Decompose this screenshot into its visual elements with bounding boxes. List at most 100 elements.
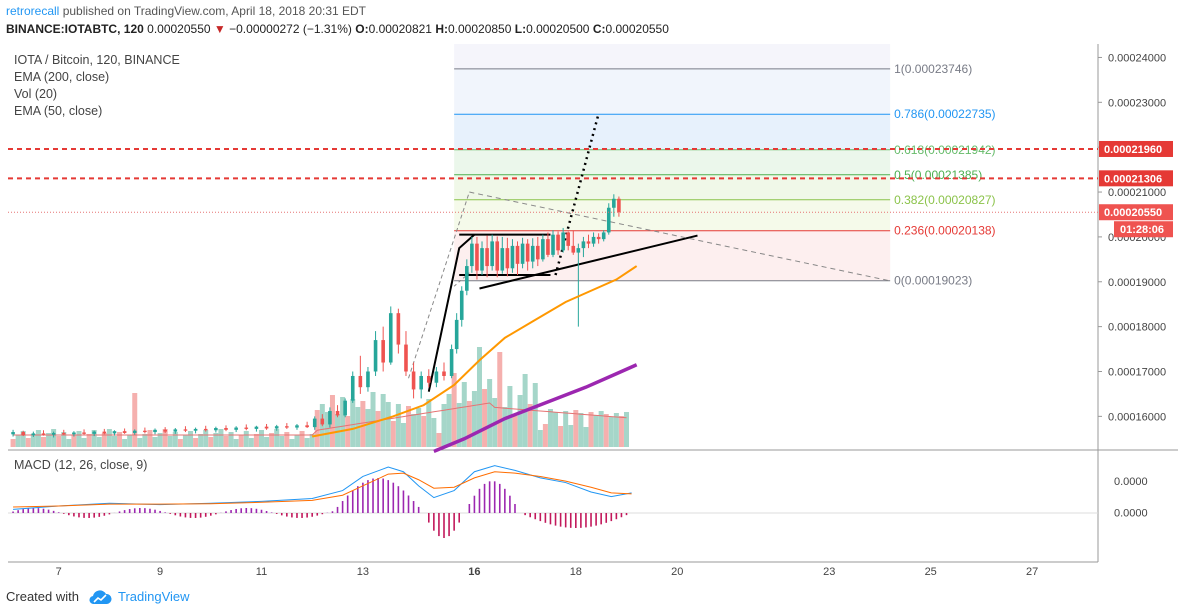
candle-body (505, 248, 510, 269)
volume-bar (340, 397, 346, 447)
candle-body (82, 432, 86, 434)
fib-zone-1 (454, 68, 891, 115)
chart-canvas[interactable]: 1(0.00023746)0.786(0.00022735)0.618(0.00… (0, 0, 1178, 590)
macd-tick-label: 0.0000 (1114, 508, 1148, 520)
created-with: Created with (6, 589, 79, 604)
candle-body (163, 429, 167, 432)
candle-body (551, 234, 555, 255)
candle-body (500, 248, 505, 271)
price-tick-label: 0.00017000 (1108, 366, 1166, 378)
volume-bar (25, 438, 31, 447)
volume-bar (86, 434, 92, 447)
volume-bar (157, 433, 163, 447)
fib-label-0.382: 0.382(0.00020827) (894, 193, 995, 207)
volume-bar (304, 438, 310, 447)
candle-body (305, 425, 309, 428)
candle-body (173, 429, 178, 432)
candle-body (485, 248, 489, 267)
candle-body (576, 248, 581, 253)
candle-body (51, 432, 56, 435)
macd-tick-label: 0.0000 (1114, 476, 1148, 488)
candle-body (426, 375, 431, 383)
tradingview-link[interactable]: TradingView (118, 589, 190, 604)
volume-bar (416, 408, 422, 447)
candle-body (21, 432, 26, 436)
candle-body (388, 313, 393, 363)
volume-bar (563, 411, 569, 447)
volume-bar (167, 436, 173, 447)
candle-body (366, 371, 370, 388)
volume-bar (61, 432, 67, 447)
candle-body (244, 427, 249, 429)
volume-bar (421, 416, 427, 447)
volume-bar (436, 433, 442, 447)
target-projection-line (554, 113, 600, 276)
volume-bar (137, 438, 143, 447)
price-tick-label: 0.00016000 (1108, 411, 1166, 423)
tradingview-cloud-icon (89, 590, 112, 605)
volume-bar (426, 399, 432, 447)
candle-body (442, 371, 446, 376)
volume-bar (294, 435, 300, 447)
high-value: 0.00020850 (448, 22, 512, 36)
volume-bar (446, 394, 452, 447)
time-tick-label: 16 (468, 566, 480, 578)
volume-bar (228, 432, 234, 447)
candle-body (183, 429, 188, 431)
candle-body (581, 241, 586, 249)
volume-bar (461, 382, 467, 447)
candle-body (234, 427, 238, 430)
volume-bar (299, 431, 305, 447)
volume-bar (20, 431, 26, 447)
volume-bar (279, 436, 285, 447)
candle-body (546, 239, 550, 255)
countdown-tag-label: 01:28:06 (1120, 224, 1164, 236)
price-tag-label: 0.00021306 (1104, 173, 1162, 185)
candle-body (320, 418, 325, 425)
volume-bar (502, 407, 508, 447)
fib-zone-top (454, 44, 891, 69)
fib-label-0: 0(0.00019023) (894, 274, 972, 288)
candle-body (254, 426, 259, 429)
fib-zone-0.236 (454, 230, 891, 281)
candle-body (143, 430, 147, 433)
candle-body (193, 428, 198, 431)
candle-body (480, 248, 484, 271)
volume-bar (106, 429, 112, 447)
macd-signal-line (13, 471, 632, 508)
volume-bar (335, 414, 341, 447)
time-tick-label: 25 (925, 566, 937, 578)
volume-bar (203, 430, 209, 447)
candle-body (112, 431, 117, 434)
volume-bar (223, 436, 229, 447)
candle-body (510, 245, 515, 269)
candle-body (132, 430, 137, 433)
volume-bar (253, 434, 259, 447)
price-tag-label: 0.00021960 (1104, 144, 1162, 156)
volume-bar (568, 425, 574, 447)
author-link[interactable]: retrorecall (6, 4, 60, 18)
volume-bar (30, 434, 36, 447)
volume-bar (66, 439, 72, 447)
last-price: 0.00020550 (147, 22, 211, 36)
volume-bar (96, 437, 102, 447)
candle-body (454, 319, 459, 350)
volume-bar (618, 416, 624, 447)
time-tick-label: 23 (823, 566, 835, 578)
volume-bar (471, 391, 477, 447)
support-trendline (479, 234, 698, 290)
volume-bar (51, 429, 57, 447)
volume-bar (365, 409, 371, 447)
volume-bar (395, 404, 401, 447)
candle-body (490, 241, 494, 267)
candle-body (92, 431, 96, 434)
fib-zone-0.5 (454, 174, 891, 200)
price-tick-label: 0.00019000 (1108, 277, 1166, 289)
close-label: C: (592, 22, 606, 36)
candle-body (285, 426, 289, 428)
candle-body (203, 428, 208, 431)
countdown-tag (1114, 221, 1173, 238)
macd-legend: MACD (12, 26, close, 9) (14, 458, 148, 472)
high-label: H: (435, 22, 448, 36)
candle-body (520, 243, 525, 264)
